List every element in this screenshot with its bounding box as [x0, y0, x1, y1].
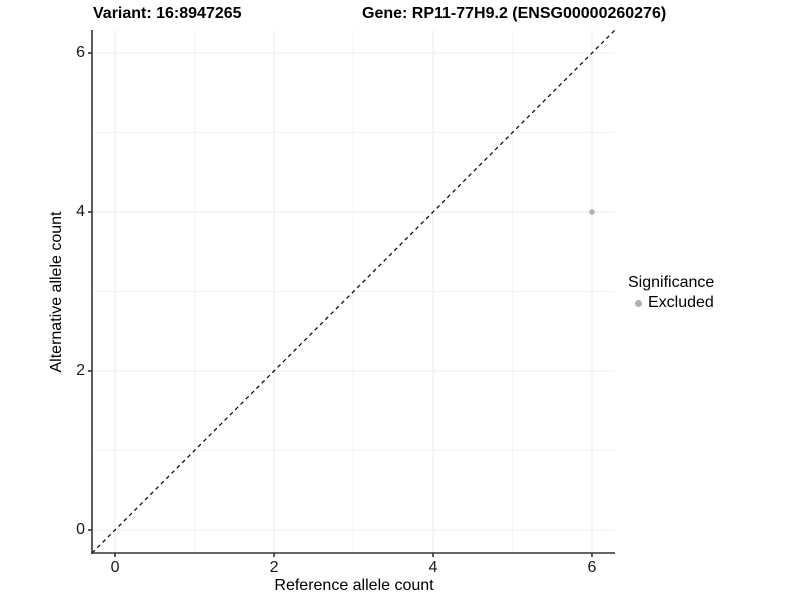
x-tick-label: 6	[587, 559, 597, 576]
legend: Significance Excluded	[628, 273, 714, 312]
legend-title: Significance	[628, 274, 715, 291]
y-tick-label: 0	[76, 520, 85, 538]
y-tick-label: 4	[76, 203, 85, 221]
x-tick-label: 4	[428, 559, 438, 576]
variant-title: Variant: 16:8947265	[93, 5, 242, 22]
excluded-point-icon	[634, 299, 642, 307]
data-point	[589, 209, 595, 215]
gene-title: Gene: RP11-77H9.2 (ENSG00000260276)	[362, 5, 667, 22]
legend-key	[630, 295, 646, 311]
x-axis-title: Reference allele count	[274, 577, 434, 594]
y-tick-label: 2	[76, 361, 85, 379]
x-tick-label: 0	[110, 559, 120, 576]
legend-item-label: Excluded	[648, 294, 714, 311]
y-tick-label: 6	[76, 44, 85, 62]
y-axis-title: Alternative allele count	[48, 211, 65, 373]
x-tick-label: 2	[269, 559, 279, 576]
identity-line	[91, 29, 616, 554]
legend-item-excluded: Excluded	[628, 294, 714, 312]
